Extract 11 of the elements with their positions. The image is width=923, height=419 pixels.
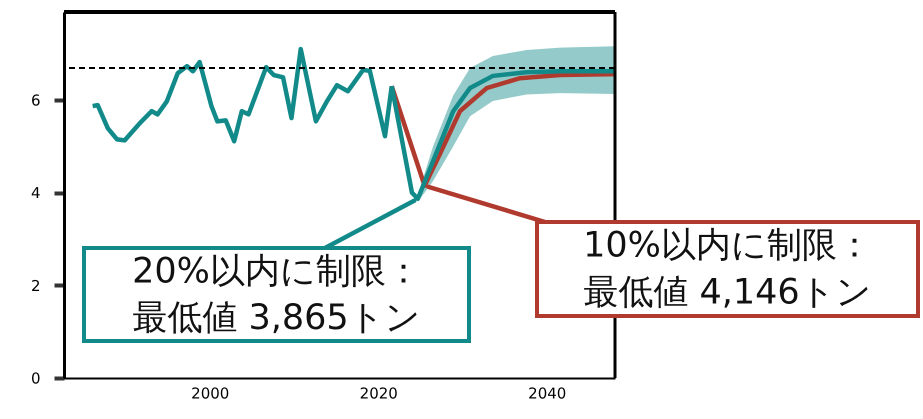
annotation: 最低値 4,146トン [583,272,872,312]
annotation: 最低値 3,865トン [132,298,421,338]
y-tick-label: 0 [30,370,40,388]
x-tick-label: 2020 [360,384,398,402]
y-tick-label: 4 [30,184,40,202]
annotation: 20%以内に制限： [132,251,421,292]
x-tick-label: 2000 [191,384,230,402]
x-tick-label: 2040 [528,384,566,402]
annotation: 10%以内に制限： [583,226,872,266]
y-tick-label: 2 [30,276,40,295]
y-tick-label: 6 [30,92,40,110]
